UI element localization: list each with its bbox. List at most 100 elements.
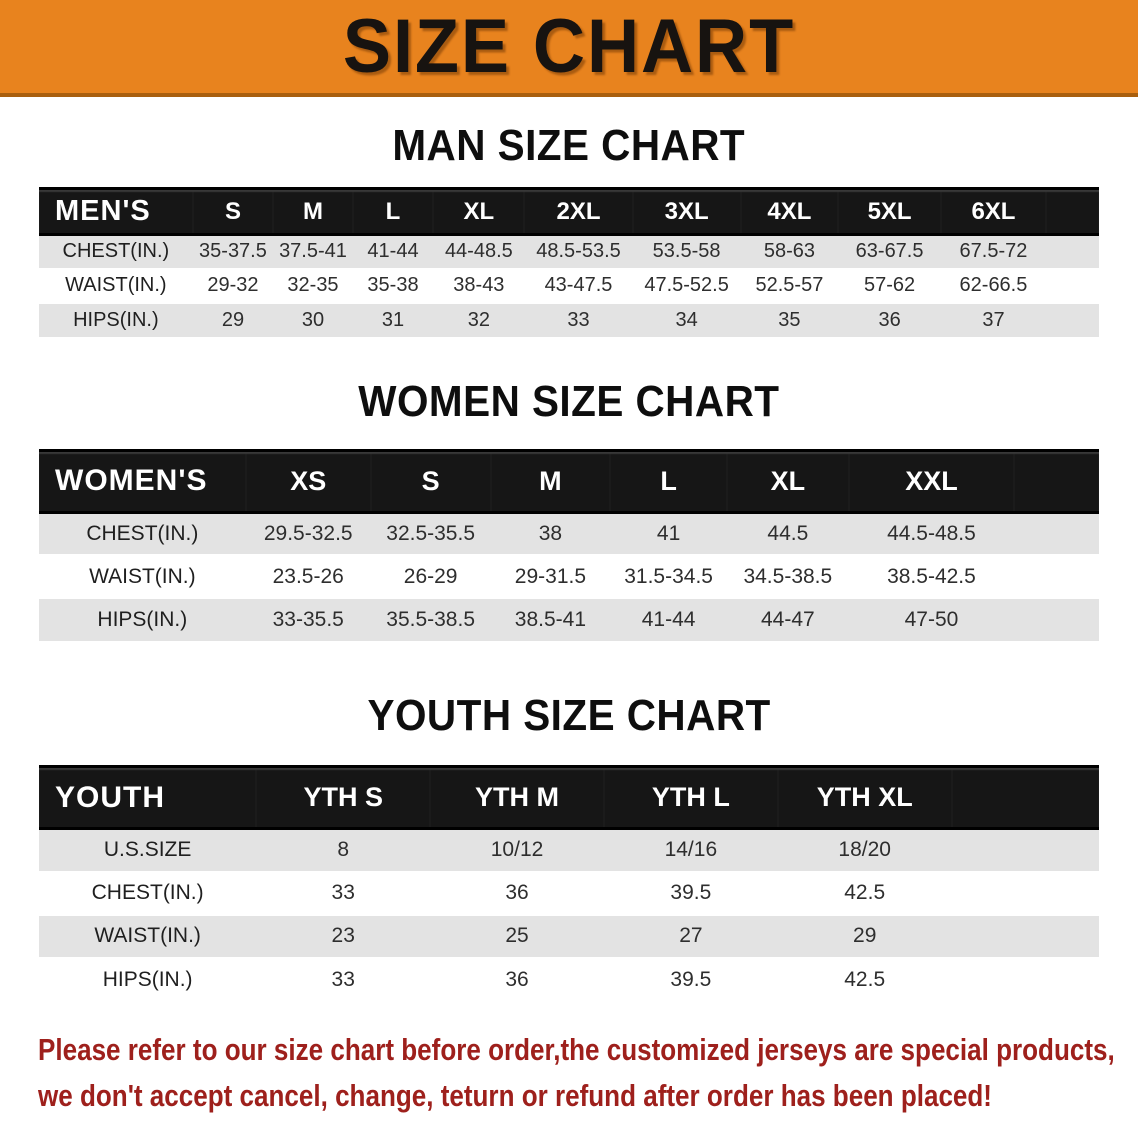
- youth-col-header: YTH L: [603, 765, 778, 830]
- size-cell: 42.5: [777, 870, 952, 915]
- size-cell: 36: [430, 870, 604, 915]
- spacer-cell: [1014, 448, 1099, 514]
- size-cell: 14/16: [603, 827, 778, 872]
- banner-title: SIZE CHART: [342, 4, 796, 89]
- women-col-header: M: [490, 448, 611, 514]
- youth-col-header: YTH M: [430, 765, 604, 830]
- size-cell: 44-48.5: [433, 233, 525, 269]
- spacer-cell: [1045, 301, 1099, 337]
- women-header-row: WOMEN'S XS S M L XL XXL: [39, 448, 1099, 514]
- size-cell: 38: [490, 511, 611, 555]
- women-waist-row: WAIST(IN.) 23.5-26 26-29 29-31.5 31.5-34…: [39, 554, 1099, 598]
- size-cell: 35.5-38.5: [370, 597, 491, 641]
- men-col-header: XL: [433, 187, 525, 236]
- row-label: U.S.SIZE: [39, 827, 257, 872]
- women-col-header: L: [610, 448, 727, 514]
- men-col-header: 4XL: [740, 187, 839, 236]
- spacer-cell: [1014, 597, 1099, 641]
- spacer-cell: [951, 827, 1099, 872]
- size-cell: 47-50: [848, 597, 1015, 641]
- size-cell: 44.5: [726, 511, 849, 555]
- women-size-table: WOMEN'S XS S M L XL XXL CHEST(IN.) 29.5-…: [39, 448, 1099, 641]
- size-cell: 31.5-34.5: [610, 554, 727, 598]
- row-label: CHEST(IN.): [39, 511, 246, 555]
- size-cell: 34: [632, 301, 741, 337]
- size-cell: 23: [256, 913, 431, 958]
- size-cell: 43-47.5: [524, 267, 633, 303]
- size-cell: 48.5-53.5: [524, 233, 633, 269]
- spacer-cell: [1045, 233, 1099, 269]
- men-size-table: MEN'S S M L XL 2XL 3XL 4XL 5XL 6XL CHEST…: [39, 187, 1099, 337]
- size-cell: 36: [838, 301, 941, 337]
- size-cell: 36: [430, 956, 604, 1001]
- size-cell: 37: [940, 301, 1046, 337]
- spacer-cell: [951, 765, 1099, 830]
- size-cell: 44.5-48.5: [848, 511, 1015, 555]
- row-label: CHEST(IN.): [39, 233, 193, 269]
- size-cell: 29: [777, 913, 952, 958]
- size-cell: 32-35: [273, 267, 353, 303]
- spacer-cell: [951, 913, 1099, 958]
- size-cell: 33: [524, 301, 633, 337]
- size-cell: 41-44: [610, 597, 727, 641]
- youth-ussize-row: U.S.SIZE 8 10/12 14/16 18/20: [39, 827, 1099, 872]
- disclaimer: Please refer to our size chart before or…: [38, 1027, 1138, 1119]
- size-cell: 35: [740, 301, 839, 337]
- men-chest-row: CHEST(IN.) 35-37.5 37.5-41 41-44 44-48.5…: [39, 233, 1099, 269]
- size-cell: 42.5: [777, 956, 952, 1001]
- size-cell: 38-43: [433, 267, 525, 303]
- size-cell: 33: [256, 870, 431, 915]
- women-col-header: S: [370, 448, 491, 514]
- men-col-header: 6XL: [940, 187, 1046, 236]
- size-cell: 29-31.5: [490, 554, 611, 598]
- size-cell: 32: [433, 301, 525, 337]
- size-cell: 39.5: [603, 956, 778, 1001]
- size-cell: 44-47: [726, 597, 849, 641]
- men-header-row: MEN'S S M L XL 2XL 3XL 4XL 5XL 6XL: [39, 187, 1099, 236]
- women-chest-row: CHEST(IN.) 29.5-32.5 32.5-35.5 38 41 44.…: [39, 511, 1099, 555]
- size-cell: 29-32: [192, 267, 274, 303]
- size-cell: 37.5-41: [273, 233, 353, 269]
- spacer-cell: [1045, 187, 1099, 236]
- disclaimer-line-1: Please refer to our size chart before or…: [38, 1031, 1115, 1067]
- size-cell: 25: [430, 913, 604, 958]
- row-label: HIPS(IN.): [39, 301, 193, 337]
- row-label: WAIST(IN.): [39, 554, 246, 598]
- row-label: WAIST(IN.): [39, 267, 193, 303]
- women-table-label: WOMEN'S: [39, 448, 246, 514]
- size-cell: 29: [192, 301, 274, 337]
- size-cell: 34.5-38.5: [726, 554, 849, 598]
- youth-col-header: YTH XL: [777, 765, 952, 830]
- size-cell: 58-63: [740, 233, 839, 269]
- youth-header-row: YOUTH YTH S YTH M YTH L YTH XL: [39, 765, 1099, 830]
- size-cell: 63-67.5: [838, 233, 941, 269]
- row-label: HIPS(IN.): [39, 597, 246, 641]
- spacer-cell: [951, 870, 1099, 915]
- size-cell: 30: [273, 301, 353, 337]
- size-cell: 41-44: [352, 233, 434, 269]
- men-table-label: MEN'S: [39, 187, 193, 236]
- men-section-heading: MAN SIZE CHART: [0, 121, 1138, 171]
- size-cell: 31: [352, 301, 434, 337]
- row-label: WAIST(IN.): [39, 913, 257, 958]
- size-cell: 33-35.5: [245, 597, 371, 641]
- size-cell: 62-66.5: [940, 267, 1046, 303]
- youth-table-label: YOUTH: [39, 765, 257, 830]
- size-cell: 52.5-57: [740, 267, 839, 303]
- size-cell: 57-62: [838, 267, 941, 303]
- spacer-cell: [1045, 267, 1099, 303]
- men-waist-row: WAIST(IN.) 29-32 32-35 35-38 38-43 43-47…: [39, 267, 1099, 303]
- size-cell: 39.5: [603, 870, 778, 915]
- youth-hips-row: HIPS(IN.) 33 36 39.5 42.5: [39, 956, 1099, 1001]
- size-cell: 38.5-42.5: [848, 554, 1015, 598]
- size-cell: 53.5-58: [632, 233, 741, 269]
- size-cell: 67.5-72: [940, 233, 1046, 269]
- size-cell: 41: [610, 511, 727, 555]
- row-label: HIPS(IN.): [39, 956, 257, 1001]
- spacer-cell: [1014, 554, 1099, 598]
- size-cell: 35-37.5: [192, 233, 274, 269]
- women-col-header: XS: [245, 448, 371, 514]
- spacer-cell: [1014, 511, 1099, 555]
- women-col-header: XXL: [848, 448, 1015, 514]
- youth-section-heading-text: YOUTH SIZE CHART: [367, 691, 771, 740]
